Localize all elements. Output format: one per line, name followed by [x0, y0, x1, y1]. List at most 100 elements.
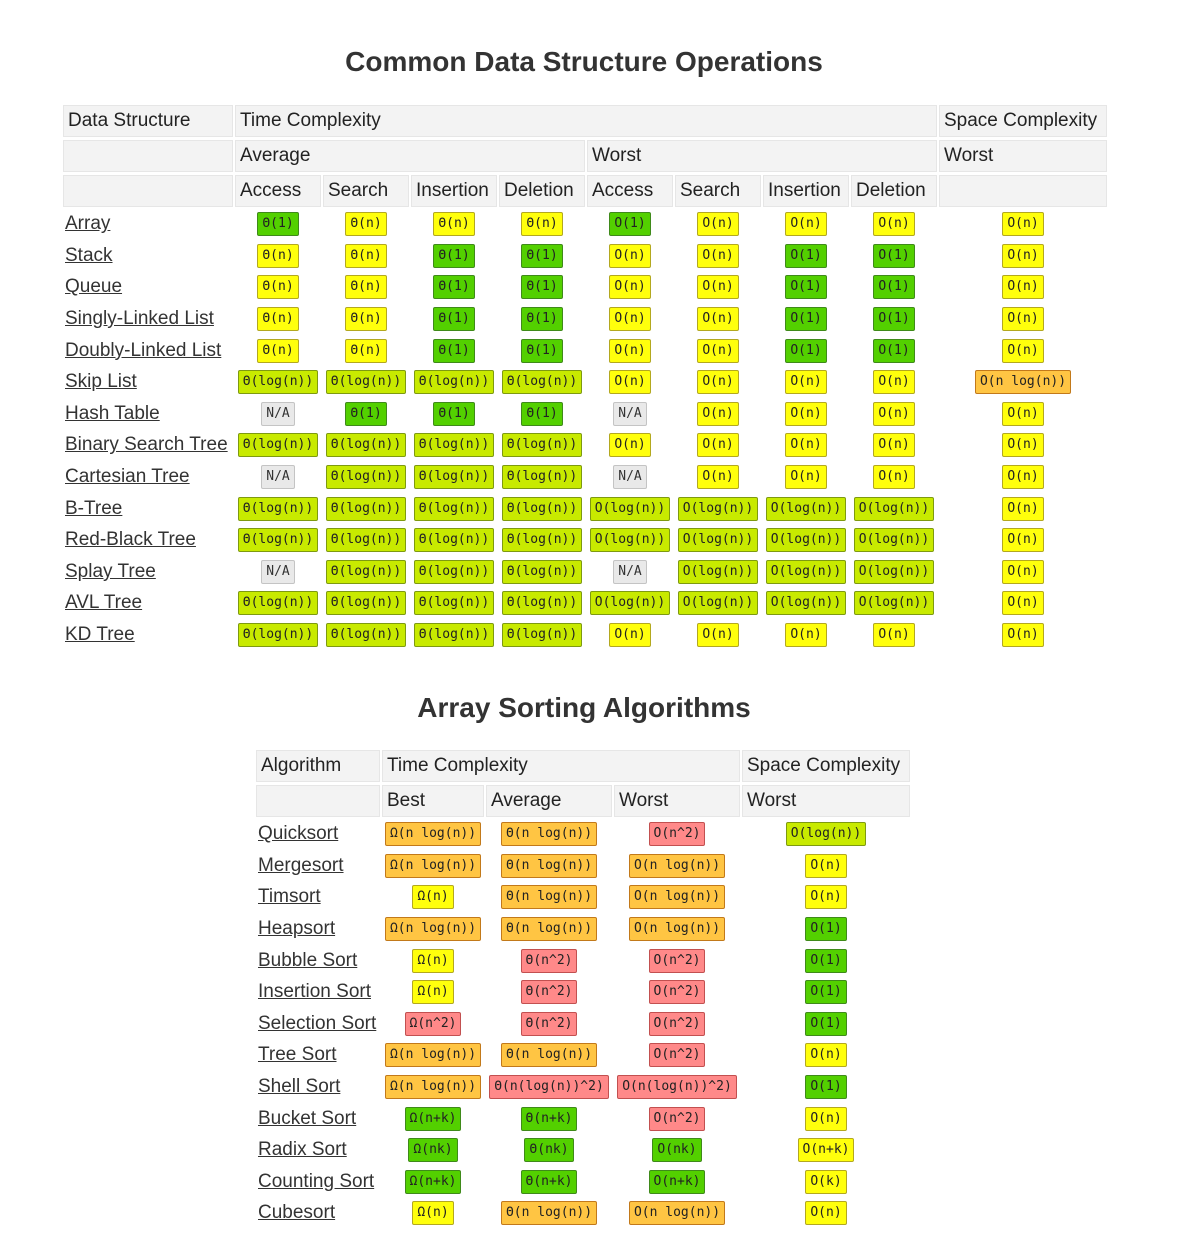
complexity-badge: O(1): [785, 243, 827, 268]
ds-link-array[interactable]: Array: [65, 213, 111, 235]
complexity-badge: O(log(n)): [677, 496, 759, 521]
sort-complexity-cell: Θ(n log(n)): [486, 1041, 612, 1070]
sorting-algorithms-table: Algorithm Time Complexity Space Complexi…: [254, 747, 912, 1231]
complexity-badge: Θ(log(n)): [237, 623, 319, 648]
ds-complexity-cell: O(n): [851, 621, 937, 650]
ds-complexity-cell: O(1): [763, 305, 849, 334]
complexity-badge: O(n^2): [648, 948, 706, 973]
sort-link-quicksort[interactable]: Quicksort: [258, 823, 339, 845]
ds-row-queue: Queue Θ(n) Θ(n) Θ(1) Θ(1) O(n) O(n) O(1) O(1) O(n…: [63, 273, 1107, 302]
complexity-badge: Θ(log(n)): [413, 433, 495, 458]
ds-link-skip-list[interactable]: Skip List: [65, 371, 137, 393]
ds-link-red-black-tree[interactable]: Red-Black Tree: [65, 529, 196, 551]
complexity-badge: O(n): [609, 338, 651, 363]
ds-complexity-cell: Θ(log(n)): [411, 621, 497, 650]
space-complexity-badge: O(n): [1002, 591, 1044, 616]
complexity-badge: Θ(n): [257, 243, 299, 268]
complexity-badge: Θ(log(n)): [501, 591, 583, 616]
ds-link-cartesian-tree[interactable]: Cartesian Tree: [65, 466, 190, 488]
space-complexity-badge: O(n): [1002, 465, 1044, 490]
complexity-badge: O(n): [785, 433, 827, 458]
complexity-badge: O(n): [785, 401, 827, 426]
sort-link-selection-sort[interactable]: Selection Sort: [258, 1012, 377, 1034]
complexity-badge: Ω(n): [412, 980, 454, 1005]
sort-link-cubesort[interactable]: Cubesort: [258, 1202, 336, 1224]
complexity-badge: Θ(nk): [524, 1138, 574, 1163]
ds-complexity-cell: O(n): [675, 242, 761, 271]
data-structures-title: Common Data Structure Operations: [345, 46, 823, 77]
space-complexity-badge: O(n): [1002, 212, 1044, 237]
sort-header-space-complexity: Space Complexity: [742, 750, 910, 782]
ds-complexity-cell: Θ(log(n)): [323, 621, 409, 650]
complexity-badge: O(log(n)): [677, 528, 759, 553]
ds-complexity-cell: Θ(log(n)): [411, 368, 497, 397]
sort-complexity-cell: O(n log(n)): [614, 852, 740, 881]
sort-row-radix-sort: Radix Sort Ω(nk) Θ(nk) O(nk) O(n+k): [256, 1136, 910, 1165]
sort-complexity-cell: Θ(n^2): [486, 946, 612, 975]
ds-complexity-cell: Θ(log(n)): [499, 463, 585, 492]
sort-link-bucket-sort[interactable]: Bucket Sort: [258, 1107, 357, 1129]
complexity-badge: O(log(n)): [589, 591, 671, 616]
sort-link-counting-sort[interactable]: Counting Sort: [258, 1170, 375, 1192]
sort-header-best: Best: [382, 785, 484, 817]
complexity-badge: O(1): [873, 243, 915, 268]
complexity-badge: Θ(log(n)): [413, 591, 495, 616]
sort-name-cell: Selection Sort: [256, 1010, 380, 1039]
ds-link-queue[interactable]: Queue: [65, 276, 123, 298]
ds-complexity-cell: O(1): [763, 242, 849, 271]
ds-header-space-complexity: Space Complexity: [939, 105, 1107, 137]
ds-complexity-cell: O(1): [851, 305, 937, 334]
sort-name-cell: Shell Sort: [256, 1073, 380, 1102]
ds-row-avl-tree: AVL Tree Θ(log(n)) Θ(log(n)) Θ(log(n)) Θ(log…: [63, 589, 1107, 618]
ds-complexity-cell: O(log(n)): [763, 558, 849, 587]
sort-name-cell: Quicksort: [256, 820, 380, 849]
ds-link-kd-tree[interactable]: KD Tree: [65, 624, 135, 646]
sort-link-heapsort[interactable]: Heapsort: [258, 918, 336, 940]
complexity-badge: Θ(1): [521, 307, 563, 332]
complexity-badge: O(n): [873, 401, 915, 426]
ds-complexity-cell: Θ(log(n)): [411, 526, 497, 555]
ds-name-cell: Skip List: [63, 368, 233, 397]
sort-complexity-cell: Θ(n log(n)): [486, 852, 612, 881]
ds-complexity-cell: Θ(log(n)): [499, 589, 585, 618]
sort-complexity-cell: Ω(nk): [382, 1136, 484, 1165]
sort-header-blank: [256, 785, 380, 817]
ds-complexity-cell: Θ(log(n)): [411, 494, 497, 523]
ds-link-binary-search-tree[interactable]: Binary Search Tree: [65, 434, 228, 456]
ds-complexity-cell: N/A: [235, 400, 321, 429]
space-complexity-badge: O(log(n)): [785, 822, 867, 847]
ds-complexity-cell: O(n): [587, 336, 673, 365]
complexity-badge: Θ(log(n)): [325, 528, 407, 553]
complexity-badge: Θ(log(n)): [325, 496, 407, 521]
sort-complexity-cell: Θ(n^2): [486, 1010, 612, 1039]
ds-link-singly-linked-list[interactable]: Singly-Linked List: [65, 308, 214, 330]
sort-link-timsort[interactable]: Timsort: [258, 886, 321, 908]
sort-link-bubble-sort[interactable]: Bubble Sort: [258, 949, 358, 971]
complexity-badge: N/A: [261, 465, 295, 490]
ds-complexity-cell: O(n): [675, 273, 761, 302]
ds-complexity-cell: Θ(1): [411, 273, 497, 302]
sort-link-mergesort[interactable]: Mergesort: [258, 854, 344, 876]
ds-link-splay-tree[interactable]: Splay Tree: [65, 560, 156, 582]
sort-link-radix-sort[interactable]: Radix Sort: [258, 1139, 347, 1161]
ds-row-binary-search-tree: Binary Search Tree Θ(log(n)) Θ(log(n)) Θ(lo…: [63, 431, 1107, 460]
ds-row-red-black-tree: Red-Black Tree Θ(log(n)) Θ(log(n)) Θ(log(n)…: [63, 526, 1107, 555]
complexity-badge: Θ(1): [433, 243, 475, 268]
complexity-badge: O(n): [873, 465, 915, 490]
sort-space-cell: O(n): [742, 852, 910, 881]
ds-link-b-tree[interactable]: B-Tree: [65, 497, 123, 519]
sort-link-tree-sort[interactable]: Tree Sort: [258, 1044, 337, 1066]
ds-link-doubly-linked-list[interactable]: Doubly-Linked List: [65, 339, 222, 361]
complexity-badge: Θ(1): [521, 338, 563, 363]
sort-complexity-cell: Ω(n^2): [382, 1010, 484, 1039]
ds-header-avg-deletion: Deletion: [499, 175, 585, 207]
sort-link-insertion-sort[interactable]: Insertion Sort: [258, 981, 371, 1003]
ds-link-avl-tree[interactable]: AVL Tree: [65, 592, 143, 614]
sort-name-cell: Radix Sort: [256, 1136, 380, 1165]
ds-complexity-cell: O(n): [675, 368, 761, 397]
complexity-badge: Θ(n+k): [520, 1106, 578, 1131]
complexity-badge: O(n): [609, 275, 651, 300]
ds-link-stack[interactable]: Stack: [65, 244, 113, 266]
sort-link-shell-sort[interactable]: Shell Sort: [258, 1076, 341, 1098]
ds-link-hash-table[interactable]: Hash Table: [65, 402, 160, 424]
